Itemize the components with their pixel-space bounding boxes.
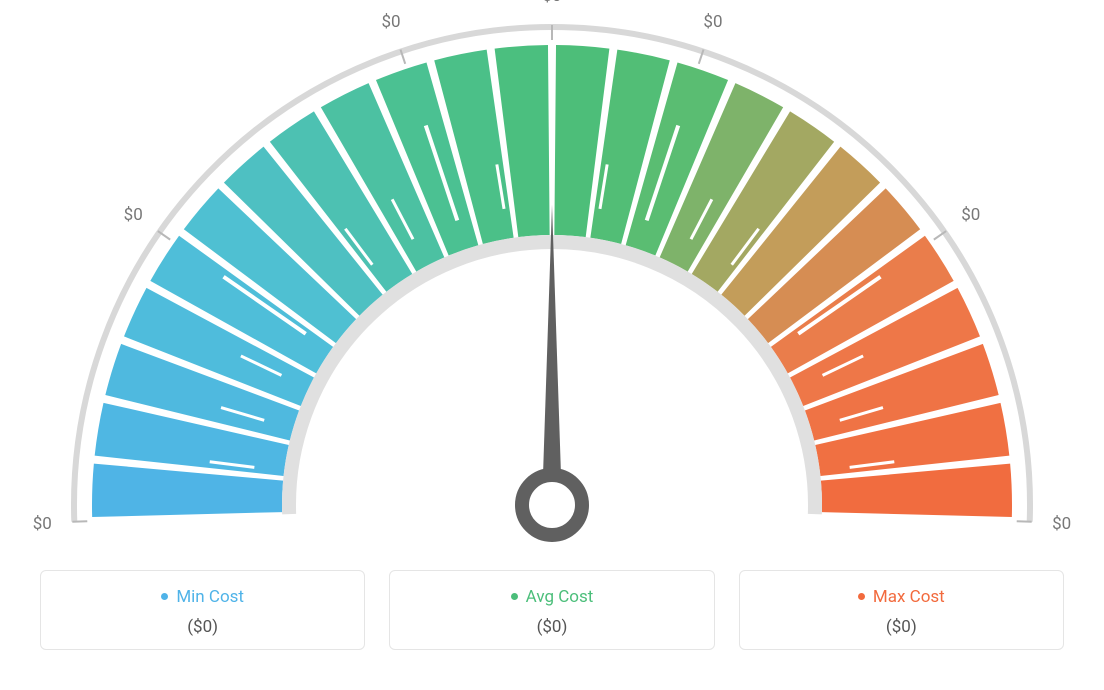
gauge-chart: $0 $0 $0 $0 $0 $0 $0 (0, 0, 1104, 560)
gauge-tick-major (152, 515, 252, 518)
legend-label: Max Cost (873, 587, 945, 607)
gauge-tick-label: $0 (542, 0, 561, 6)
legend-value: ($0) (400, 617, 703, 637)
gauge-tick-label: $0 (1052, 514, 1071, 534)
gauge-needle (542, 205, 562, 505)
legend-label: Avg Cost (526, 587, 594, 607)
legend-dot-icon (858, 593, 865, 600)
legend-dot-icon (511, 593, 518, 600)
gauge-tick-label: $0 (961, 205, 980, 225)
gauge-tick-label: $0 (33, 514, 52, 534)
gauge-tick-outer (1017, 521, 1032, 522)
legend-value: ($0) (750, 617, 1053, 637)
legend-row: Min Cost ($0) Avg Cost ($0) Max Cost ($0) (0, 570, 1104, 650)
legend-label: Min Cost (176, 587, 244, 607)
gauge-tick-major (852, 515, 952, 518)
legend-card: Min Cost ($0) (40, 570, 365, 650)
legend-value: ($0) (51, 617, 354, 637)
gauge-tick-outer (72, 521, 87, 522)
legend-title: Max Cost (858, 587, 945, 607)
gauge-tick-label: $0 (703, 12, 722, 32)
legend-title: Min Cost (161, 587, 244, 607)
gauge-tick-label: $0 (381, 12, 400, 32)
gauge-hub (522, 475, 582, 535)
legend-card: Avg Cost ($0) (389, 570, 714, 650)
gauge-svg: $0 $0 $0 $0 $0 $0 $0 (0, 0, 1104, 560)
gauge-tick-label: $0 (124, 205, 143, 225)
legend-title: Avg Cost (511, 587, 594, 607)
legend-dot-icon (161, 593, 168, 600)
legend-card: Max Cost ($0) (739, 570, 1064, 650)
